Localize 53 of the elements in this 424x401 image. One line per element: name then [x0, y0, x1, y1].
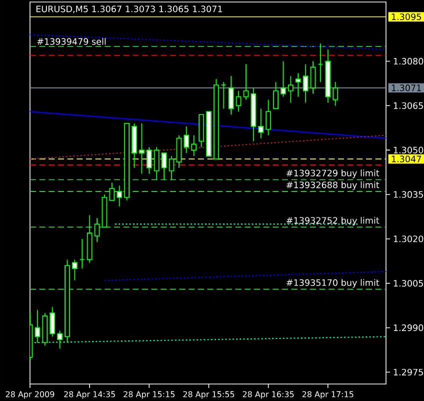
candlestick — [302, 64, 308, 104]
y-tick-label: 1.3005 — [394, 280, 423, 287]
ref-line-label: #13932752 buy limit — [286, 216, 380, 226]
x-tick-label: 28 Apr 2009 — [6, 391, 54, 399]
candlestick — [139, 122, 144, 174]
y-tick-label: 1.3071 — [392, 84, 421, 92]
ref-line-label: #13939479 sell — [37, 38, 106, 45]
candlestick — [228, 76, 234, 115]
x-tick-label: 28 Apr 15:15 — [124, 391, 175, 399]
x-tick-label: 28 Apr 16:35 — [242, 391, 294, 399]
candlestick — [295, 72, 301, 98]
chart-title: EURUSD,M5 1.3067 1.3073 1.3065 1.3071 — [36, 6, 222, 14]
candlestick — [220, 81, 226, 110]
candlestick — [318, 42, 324, 82]
ref-line-label: #13932729 buy limit — [286, 170, 380, 178]
candlestick — [168, 156, 174, 180]
ref-line-label: #13932688 buy limit — [286, 181, 380, 190]
y-tick-label: 1.3020 — [394, 236, 424, 242]
candlestick — [266, 99, 272, 136]
candlestick — [236, 90, 242, 112]
candlestick — [50, 306, 56, 338]
y-tick-label: 1.3095 — [392, 13, 421, 20]
candlestick — [34, 310, 40, 344]
candlestick — [146, 146, 152, 174]
candlestick — [161, 152, 167, 180]
y-tick-label: 1.2975 — [394, 368, 423, 376]
candlestick — [288, 76, 294, 104]
x-tick-label: 28 Apr 14:35 — [64, 391, 115, 399]
ref-line-label: #13935170 buy limit — [286, 279, 380, 288]
y-tick-label: 1.2990 — [394, 324, 424, 332]
candlestick — [57, 330, 62, 349]
candlestick — [79, 238, 85, 269]
candlestick — [176, 134, 182, 168]
x-tick-label: 28 Apr 15:55 — [183, 391, 234, 399]
y-tick-label: 1.3050 — [394, 146, 424, 154]
candlestick — [258, 108, 264, 139]
candlestick — [191, 134, 197, 156]
candlestick — [154, 146, 160, 180]
candlestick — [109, 182, 115, 201]
y-tick-label: 1.3047 — [392, 156, 421, 162]
candlestick — [310, 60, 316, 94]
candlestick — [273, 81, 278, 110]
candlestick — [116, 185, 122, 207]
candlestick — [72, 259, 78, 281]
candlestick — [243, 64, 249, 100]
y-tick-label: 1.3065 — [394, 102, 423, 109]
candlestick — [94, 218, 100, 242]
candlestick — [280, 60, 286, 98]
y-tick-label: 1.3035 — [394, 191, 423, 198]
candlestick — [332, 81, 338, 106]
candlestick — [184, 126, 190, 154]
x-tick-label: 28 Apr 17:15 — [302, 391, 354, 399]
y-tick-label: 1.3080 — [394, 58, 424, 65]
